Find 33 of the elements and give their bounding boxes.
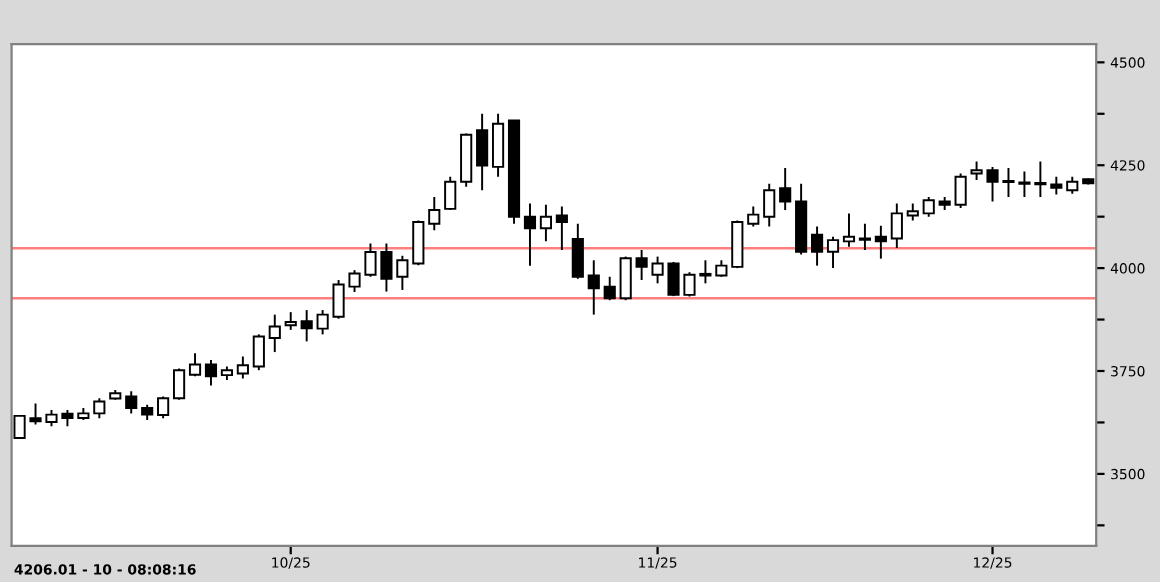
candlestick bbox=[236, 355, 249, 380]
candlestick bbox=[428, 195, 441, 232]
candlestick bbox=[173, 367, 186, 401]
candlestick bbox=[300, 309, 313, 343]
candlestick bbox=[858, 222, 871, 251]
candlestick bbox=[571, 222, 584, 280]
candlestick bbox=[842, 212, 856, 248]
candlestick bbox=[476, 112, 489, 192]
candlestick bbox=[922, 195, 935, 218]
candlestick bbox=[619, 255, 632, 302]
candlestick bbox=[412, 219, 425, 267]
candlestick bbox=[587, 259, 600, 316]
candlestick bbox=[492, 112, 505, 178]
candlestick bbox=[523, 202, 537, 267]
candlestick bbox=[444, 175, 457, 212]
candlestick bbox=[204, 358, 218, 387]
candlestick bbox=[954, 172, 967, 209]
candlestick bbox=[93, 397, 106, 420]
candlestick bbox=[826, 235, 840, 270]
candlestick bbox=[603, 275, 616, 302]
candlestick bbox=[555, 205, 568, 251]
candlestick bbox=[779, 167, 792, 212]
candlestick bbox=[811, 225, 824, 267]
candlestick bbox=[539, 203, 552, 243]
candlestick bbox=[874, 224, 887, 260]
candlestick bbox=[252, 333, 265, 372]
candlestick bbox=[125, 390, 138, 415]
candlestick bbox=[747, 205, 760, 228]
candlestick bbox=[731, 219, 744, 270]
candlestick bbox=[763, 182, 776, 228]
candlestick bbox=[268, 313, 281, 354]
candlestick bbox=[890, 202, 903, 249]
candlestick bbox=[460, 132, 473, 188]
